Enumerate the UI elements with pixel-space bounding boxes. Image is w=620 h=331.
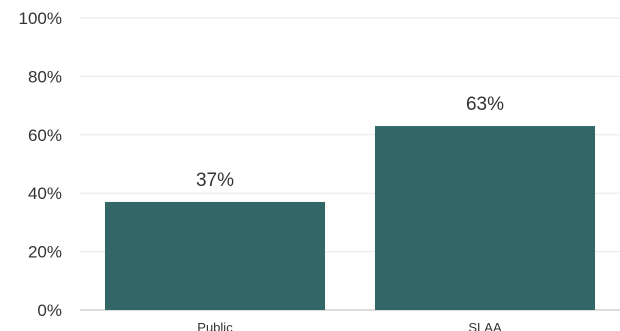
bar-public	[104, 201, 326, 310]
y-tick-label: 40%	[28, 184, 62, 203]
y-tick-label: 80%	[28, 67, 62, 86]
x-axis: Public SLAA	[197, 320, 502, 331]
data-label: 37%	[196, 170, 234, 191]
data-label: 63%	[466, 94, 504, 115]
bars	[104, 126, 596, 310]
y-axis: 0% 20% 40% 60% 80% 100%	[19, 9, 62, 320]
y-tick-label: 100%	[19, 9, 62, 28]
y-tick-label: 0%	[37, 301, 62, 320]
data-labels: 37% 63%	[196, 94, 504, 191]
bar-slaa	[374, 126, 596, 310]
y-tick-label: 60%	[28, 126, 62, 145]
x-tick-label: Public	[197, 320, 233, 331]
x-tick-label: SLAA	[468, 320, 502, 331]
y-tick-label: 20%	[28, 243, 62, 262]
